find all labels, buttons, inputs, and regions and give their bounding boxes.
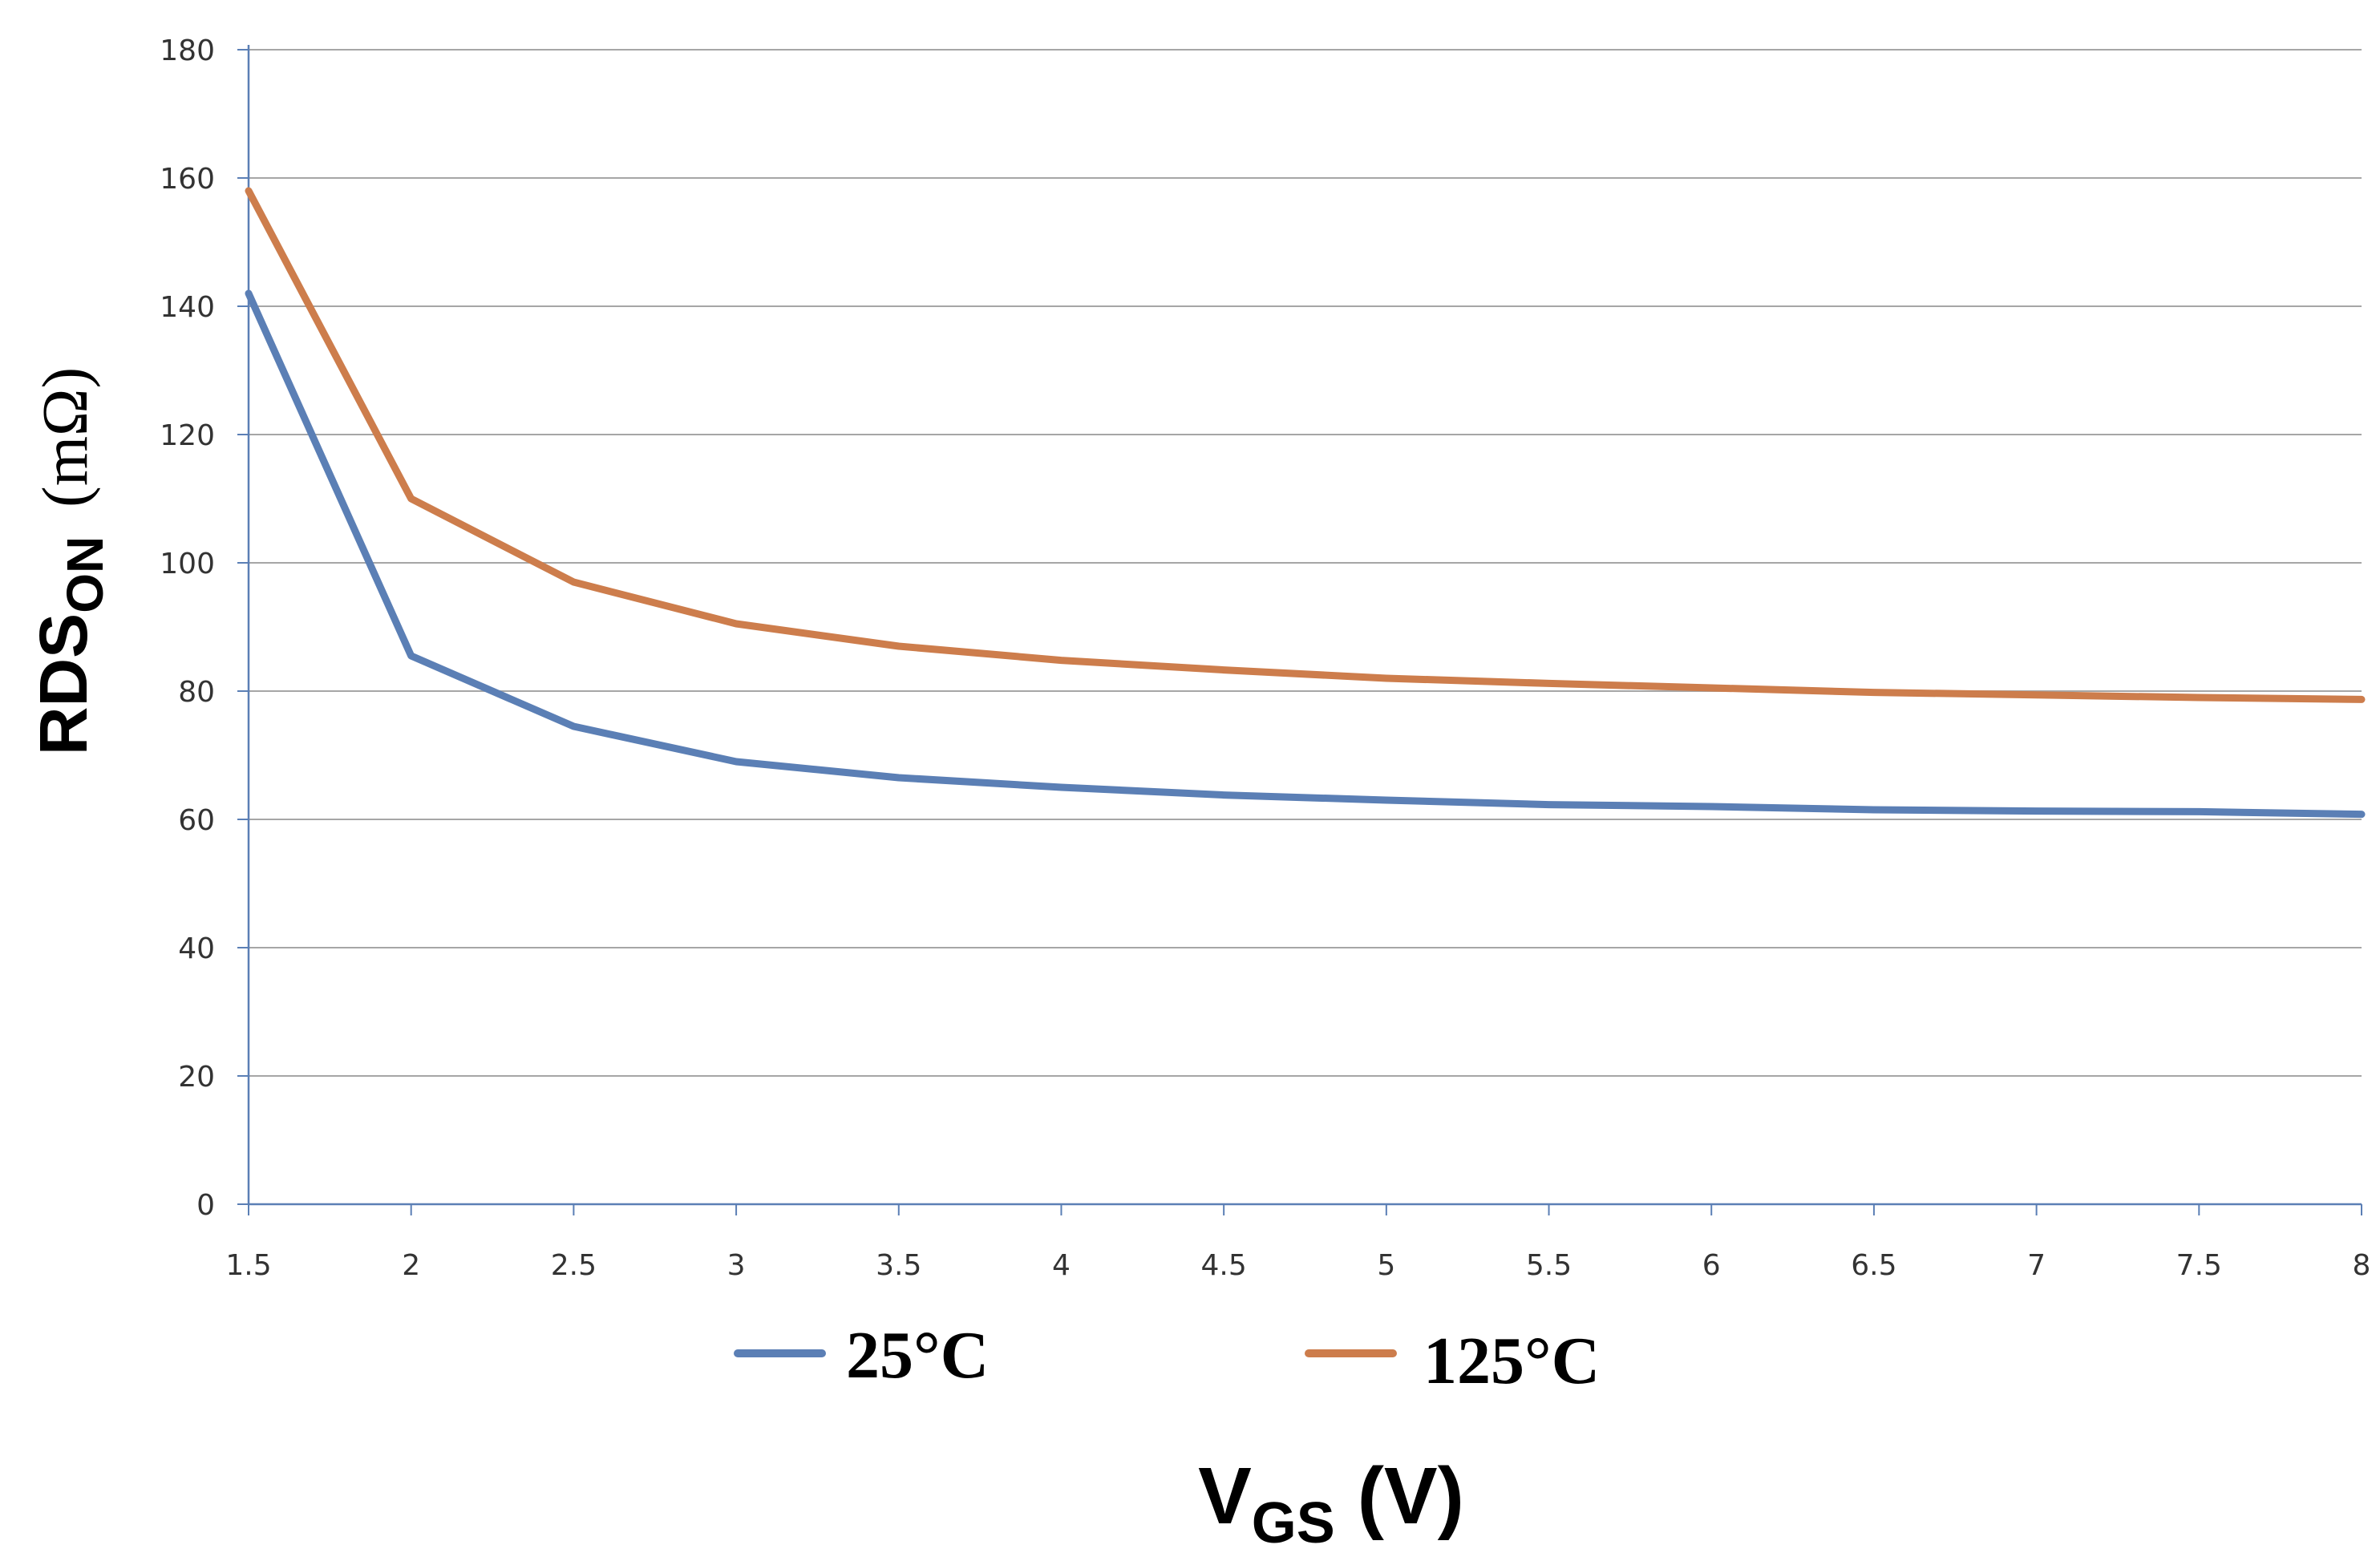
x-axis-label-unit: (V) <box>1335 1451 1464 1541</box>
y-axis-label-main: RDS <box>26 613 101 755</box>
y-tick-label-40: 40 <box>178 932 215 965</box>
y-tick-label-20: 20 <box>178 1061 215 1094</box>
y-axis-label-text: RDSON (mΩ) <box>26 367 114 755</box>
y-tick-labels: 0 20 40 60 80 100 120 140 160 180 <box>160 34 215 1222</box>
y-axis-label-unit: (mΩ) <box>30 367 101 508</box>
x-tick-label-6: 4.5 <box>1201 1249 1247 1282</box>
x-axis-label-main: V <box>1198 1451 1252 1541</box>
y-tick-label-120: 120 <box>160 419 215 452</box>
x-axis-label-sub: GS <box>1252 1491 1335 1555</box>
legend-label-25c: 25°C <box>846 1318 989 1393</box>
x-tick-label-12: 7.5 <box>2176 1249 2222 1282</box>
series-lines <box>245 187 2366 819</box>
axes <box>237 45 2362 1215</box>
x-tick-label-0: 1.5 <box>225 1249 271 1282</box>
y-axis-label-sub: ON <box>56 536 114 613</box>
x-tick-label-13: 8 <box>2353 1249 2371 1282</box>
x-axis-label: VGS (V) <box>1198 1451 1464 1555</box>
legend-label-125c: 125°C <box>1423 1324 1600 1398</box>
x-tick-label-9: 6 <box>1702 1249 1721 1282</box>
x-tick-label-2: 2.5 <box>551 1249 597 1282</box>
x-tick-label-3: 3 <box>727 1249 746 1282</box>
x-tick-label-8: 5.5 <box>1526 1249 1572 1282</box>
y-tick-label-160: 160 <box>160 163 215 196</box>
grid-lines <box>249 49 2362 1077</box>
x-tick-label-1: 2 <box>402 1249 420 1282</box>
x-tick-label-11: 7 <box>2027 1249 2046 1282</box>
x-tick-label-5: 4 <box>1052 1249 1071 1282</box>
y-axis-label: RDSON (mΩ) <box>26 367 114 755</box>
x-tick-label-4: 3.5 <box>876 1249 921 1282</box>
y-tick-label-60: 60 <box>178 804 215 837</box>
y-tick-label-80: 80 <box>178 676 215 709</box>
legend: 25°C 125°C <box>734 1318 1600 1398</box>
x-tick-label-10: 6.5 <box>1851 1249 1896 1282</box>
x-tick-labels: 1.5 2 2.5 3 3.5 4 4.5 5 5.5 6 6.5 7 7.5 8 <box>225 1249 2370 1282</box>
series-line-1 <box>245 187 2366 703</box>
series-line-0 <box>245 289 2366 819</box>
y-tick-label-140: 140 <box>160 291 215 324</box>
y-tick-label-180: 180 <box>160 34 215 67</box>
y-tick-label-0: 0 <box>196 1189 215 1222</box>
x-tick-label-7: 5 <box>1377 1249 1395 1282</box>
y-tick-label-100: 100 <box>160 548 215 580</box>
